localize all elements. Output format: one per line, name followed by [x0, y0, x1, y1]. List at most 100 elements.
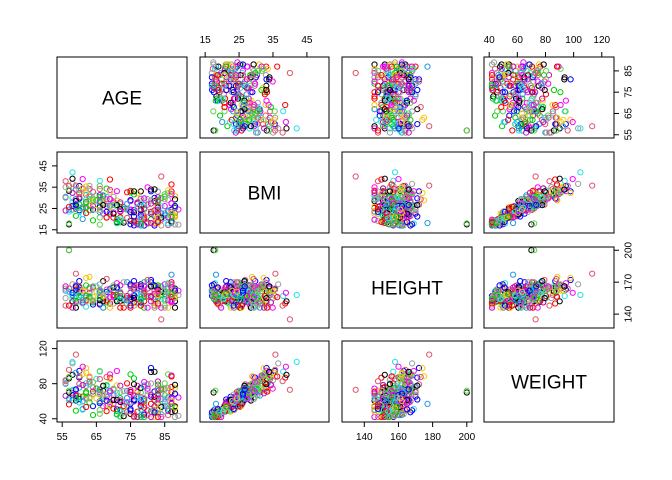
data-point [505, 63, 512, 70]
data-point [521, 279, 528, 286]
data-point [89, 203, 97, 210]
data-point [86, 395, 93, 402]
data-point [168, 403, 175, 410]
data-point [414, 374, 421, 381]
data-point [398, 193, 405, 200]
axis-top-weight: 40 60 80 100 120 [484, 35, 611, 58]
data-point [103, 275, 110, 283]
data-point [268, 287, 276, 294]
data-point [171, 210, 179, 217]
data-point [86, 273, 93, 280]
data-point [463, 127, 470, 134]
data-point [524, 76, 531, 83]
data-point [531, 247, 538, 254]
data-point [76, 399, 83, 406]
data-point [261, 390, 268, 397]
data-point [376, 108, 383, 115]
data-point [120, 399, 127, 406]
data-point [386, 86, 393, 94]
data-point [69, 198, 76, 205]
data-point [144, 208, 151, 215]
data-point [526, 304, 534, 311]
data-point [374, 127, 382, 134]
data-point [76, 291, 83, 299]
data-point [96, 185, 103, 193]
data-point [546, 302, 553, 309]
data-point [553, 63, 561, 70]
data-point [529, 74, 537, 81]
data-point [154, 214, 161, 221]
data-point [271, 108, 278, 115]
data-point [398, 184, 405, 191]
data-point [374, 405, 382, 412]
data-point [393, 403, 400, 410]
tick-label: 120 [593, 35, 610, 46]
data-point [250, 275, 257, 283]
data-point [96, 289, 103, 296]
data-point [62, 302, 69, 309]
data-point [72, 397, 80, 404]
data-point [488, 298, 496, 305]
data-point [165, 187, 172, 194]
data-point [127, 388, 134, 395]
data-point [497, 215, 504, 222]
data-point [103, 373, 110, 381]
data-point [168, 181, 175, 188]
data-point [220, 296, 227, 303]
data-point [385, 408, 392, 415]
data-point [62, 283, 69, 290]
data-point [255, 380, 262, 387]
panel-frame-weight-weight [483, 340, 615, 423]
data-point [100, 199, 107, 206]
data-point [518, 63, 525, 70]
data-point [391, 121, 399, 128]
data-point [141, 202, 148, 209]
data-point [137, 214, 144, 221]
data-point [83, 292, 90, 300]
data-point [241, 386, 248, 393]
data-point [62, 392, 69, 399]
data-point [137, 395, 144, 402]
data-point [371, 196, 378, 203]
data-point [100, 292, 107, 300]
data-point [234, 397, 241, 404]
data-point [371, 189, 378, 196]
data-point [223, 63, 230, 70]
data-point [267, 381, 275, 389]
data-point [540, 61, 547, 68]
data-point [106, 286, 114, 293]
data-point [65, 302, 73, 309]
data-point [220, 95, 227, 102]
data-point [127, 187, 134, 194]
data-point [390, 91, 397, 98]
data-point [212, 247, 219, 254]
data-point [515, 289, 522, 296]
data-point [220, 408, 227, 415]
data-point [210, 127, 217, 134]
tick-label: 65 [624, 107, 635, 119]
data-point [165, 384, 172, 391]
data-point [230, 121, 237, 128]
data-point [130, 299, 138, 306]
data-point [279, 129, 286, 136]
data-point [518, 72, 526, 79]
tick-label: 170 [624, 273, 635, 290]
data-point [373, 116, 380, 124]
data-point [147, 292, 155, 300]
data-point [137, 302, 144, 309]
data-point [246, 116, 253, 124]
data-point [117, 206, 124, 213]
data-point [65, 387, 73, 394]
data-point [409, 390, 416, 397]
data-point [124, 399, 131, 406]
data-point [254, 300, 261, 307]
data-point [515, 127, 522, 134]
data-point [526, 202, 533, 210]
data-point [381, 82, 388, 89]
tick-label: 75 [624, 86, 635, 98]
data-point [426, 351, 433, 358]
data-point [154, 300, 161, 307]
data-point [124, 402, 131, 409]
data-point [526, 189, 534, 196]
data-point [383, 200, 390, 207]
